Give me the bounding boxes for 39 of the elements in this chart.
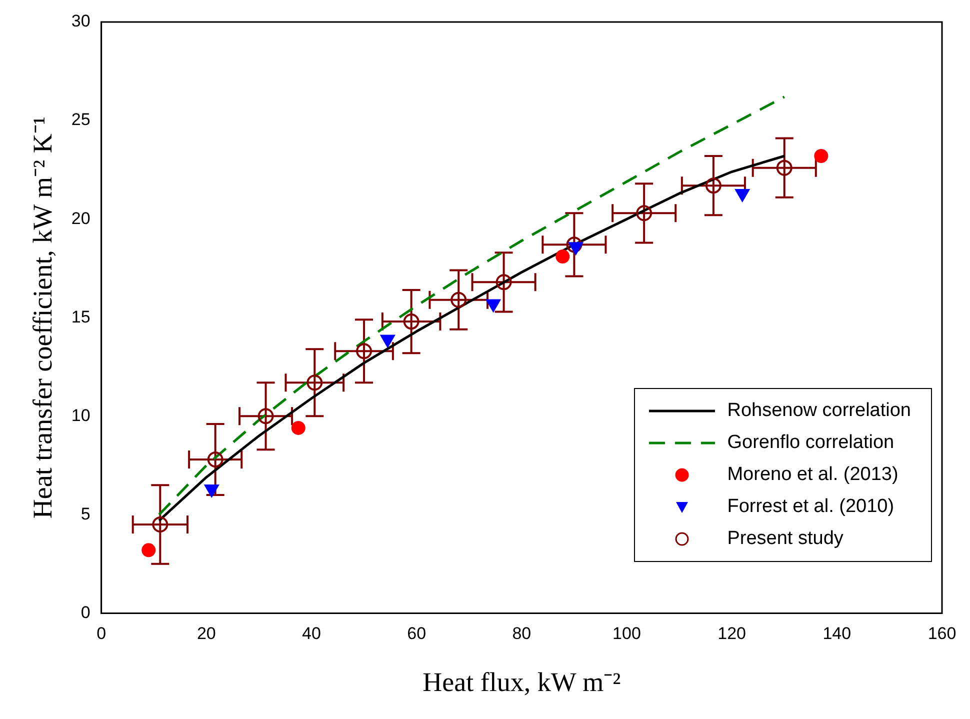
legend-label: Forrest et al. (2010): [727, 495, 894, 519]
x-tick-label: 40: [302, 624, 321, 644]
point: [556, 250, 570, 264]
x-tick-label: 160: [928, 624, 956, 644]
x-tick-label: 80: [512, 624, 532, 644]
point: [142, 543, 156, 558]
y-tick-label: 30: [71, 12, 90, 31]
point: [306, 374, 323, 391]
point: [814, 149, 828, 164]
point: [566, 236, 582, 253]
point: [705, 178, 722, 194]
point: [356, 343, 372, 360]
legend-label: Present study: [727, 527, 844, 551]
x-tick-label: 100: [612, 624, 641, 644]
x-tick-label: 140: [822, 624, 852, 644]
point: [403, 314, 420, 330]
y-tick-label: 20: [71, 208, 90, 228]
legend-label: Gorenflo correlation: [727, 431, 894, 455]
y-tick-label: 10: [71, 406, 90, 425]
point: [776, 160, 792, 176]
y-tick-label: 5: [80, 504, 90, 524]
point: [152, 516, 168, 533]
point: [636, 205, 652, 222]
point: [291, 420, 306, 435]
legend-label: Rohsenow correlation: [727, 399, 911, 423]
x-tick-label: 60: [407, 624, 426, 644]
point: [258, 408, 274, 424]
y-tick-label: 25: [71, 110, 90, 130]
legend-label: Moreno et al. (2013): [727, 463, 898, 487]
x-axis-title: Heat flux, kW m⁻²: [422, 666, 621, 697]
point: [207, 451, 224, 468]
point: [496, 274, 512, 290]
y-tick-label: 0: [80, 602, 90, 622]
y-tick-label: 15: [71, 307, 90, 326]
point: [450, 292, 467, 308]
x-tick-label: 20: [196, 624, 216, 644]
x-tick-label: 0: [96, 624, 106, 644]
x-tick-label: 120: [718, 624, 746, 644]
y-axis-title: Heat transfer coefficient, kW m⁻² K⁻¹: [27, 116, 58, 519]
